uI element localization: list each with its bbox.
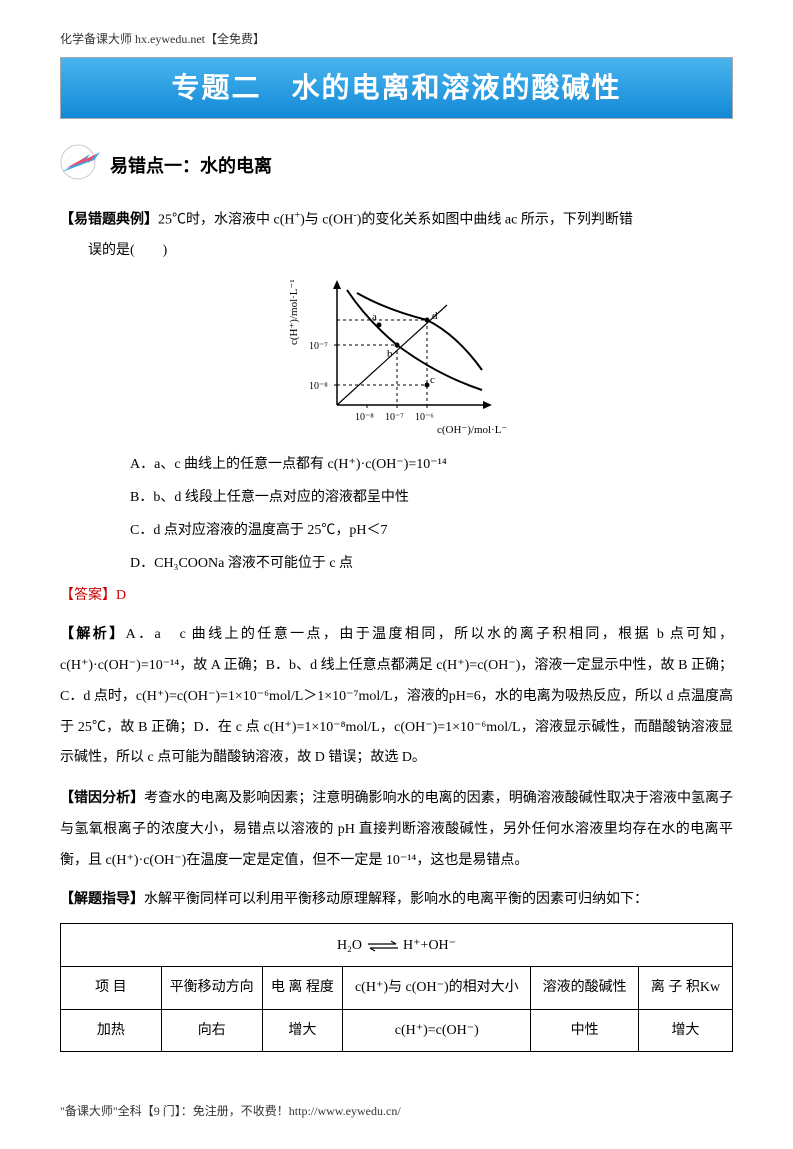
answer-line: 【答案】D [60, 581, 733, 612]
example-label: 【易错题典例】 [60, 213, 158, 228]
svg-text:d: d [432, 310, 438, 322]
col-3: c(H⁺)与 c(OH⁻)的相对大小 [343, 967, 531, 1009]
equilibrium-eq: H₂O H⁺+OH⁻ [61, 924, 733, 967]
stem-d: 误的是( ) [60, 236, 733, 267]
svg-text:b: b [387, 348, 393, 360]
option-c: C．d 点对应溶液的温度高于 25℃，pH＜7 [130, 516, 733, 547]
svg-text:c: c [430, 374, 435, 386]
cell-0-4: 中性 [531, 1009, 639, 1051]
col-0: 项 目 [61, 967, 162, 1009]
eq-rhs: H⁺+OH⁻ [403, 938, 456, 953]
options: A．a、c 曲线上的任意一点都有 c(H⁺)·c(OH⁻)=10⁻¹⁴ B．b、… [130, 450, 733, 579]
option-b: B．b、d 线段上任意一点对应的溶液都呈中性 [130, 483, 733, 514]
svg-text:c(OH⁻)/mol·L⁻¹: c(OH⁻)/mol·L⁻¹ [437, 424, 507, 435]
arrow-icon [60, 144, 102, 185]
option-d: D．CH₃COONa 溶液不可能位于 c 点 [130, 549, 733, 580]
factors-table: H₂O H⁺+OH⁻ 项 目 平衡移动方向 电 离 程度 c(H⁺)与 c(OH… [60, 923, 733, 1051]
analysis-block: 【解析】A．a c 曲线上的任意一点，由于温度相同，所以水的离子积相同，根据 b… [60, 620, 733, 774]
stem-c: )的变化关系如图中曲线 ac 所示，下列判断错 [357, 213, 633, 228]
cell-0-1: 向右 [161, 1009, 262, 1051]
stem-a: 25℃时，水溶液中 c(H [158, 213, 295, 228]
table-header: 项 目 平衡移动方向 电 离 程度 c(H⁺)与 c(OH⁻)的相对大小 溶液的… [61, 967, 733, 1009]
col-5: 离 子 积Kw [638, 967, 732, 1009]
section-header: 易错点一：水的电离 [60, 144, 733, 185]
col-2: 电 离 程度 [262, 967, 343, 1009]
equilibrium-arrow-icon [366, 940, 400, 952]
guide-block: 【解题指导】水解平衡同样可以利用平衡移动原理解释，影响水的电离平衡的因素可归纳如… [60, 885, 733, 916]
section-title: 易错点一：水的电离 [110, 152, 272, 178]
svg-text:10⁻⁸: 10⁻⁸ [355, 412, 374, 423]
guide-label: 【解题指导】 [60, 892, 144, 907]
cell-0-2: 增大 [262, 1009, 343, 1051]
svg-text:10⁻⁷: 10⁻⁷ [309, 341, 328, 352]
col-1: 平衡移动方向 [161, 967, 262, 1009]
svg-text:10⁻⁸: 10⁻⁸ [309, 381, 328, 392]
cause-label: 【错因分析】 [60, 791, 144, 806]
chart: c(H⁺)/mol·L⁻¹ 10⁻⁷ 10⁻⁸ 10⁻⁸ 10⁻⁷ 10⁻⁶ c… [60, 275, 733, 440]
eq-lhs: H₂O [337, 938, 362, 953]
answer-value: D [116, 588, 126, 603]
answer-label: 【答案】 [60, 588, 116, 603]
footer-text: "备课大师"全科【9 门】：免注册，不收费！http://www.eywedu.… [60, 1102, 733, 1119]
header-url: 化学备课大师 hx.eywedu.net【全免费】 [60, 30, 733, 47]
option-a: A．a、c 曲线上的任意一点都有 c(H⁺)·c(OH⁻)=10⁻¹⁴ [130, 450, 733, 481]
guide-text: 水解平衡同样可以利用平衡移动原理解释，影响水的电离平衡的因素可归纳如下： [144, 892, 648, 907]
example-stem: 【易错题典例】25℃时，水溶液中 c(H+)与 c(OH-)的变化关系如图中曲线… [60, 205, 733, 267]
svg-text:10⁻⁶: 10⁻⁶ [415, 412, 434, 423]
table-row: 加热 向右 增大 c(H⁺)=c(OH⁻) 中性 增大 [61, 1009, 733, 1051]
cell-0-0: 加热 [61, 1009, 162, 1051]
col-4: 溶液的酸碱性 [531, 967, 639, 1009]
analysis-label: 【解析】 [60, 627, 126, 642]
cause-block: 【错因分析】考查水的电离及影响因素；注意明确影响水的电离的因素，明确溶液酸碱性取… [60, 784, 733, 876]
analysis-text: A．a c 曲线上的任意一点，由于温度相同，所以水的离子积相同，根据 b 点可知… [60, 627, 733, 765]
svg-text:10⁻⁷: 10⁻⁷ [385, 412, 404, 423]
svg-text:a: a [372, 311, 377, 323]
cell-0-3: c(H⁺)=c(OH⁻) [343, 1009, 531, 1051]
topic-banner: 专题二 水的电离和溶液的酸碱性 [60, 57, 733, 119]
stem-b: )与 c(OH [300, 213, 353, 228]
cell-0-5: 增大 [638, 1009, 732, 1051]
cause-text: 考查水的电离及影响因素；注意明确影响水的电离的因素，明确溶液酸碱性取决于溶液中氢… [60, 791, 733, 868]
svg-text:c(H⁺)/mol·L⁻¹: c(H⁺)/mol·L⁻¹ [288, 280, 300, 346]
table-eq-row: H₂O H⁺+OH⁻ [61, 924, 733, 967]
